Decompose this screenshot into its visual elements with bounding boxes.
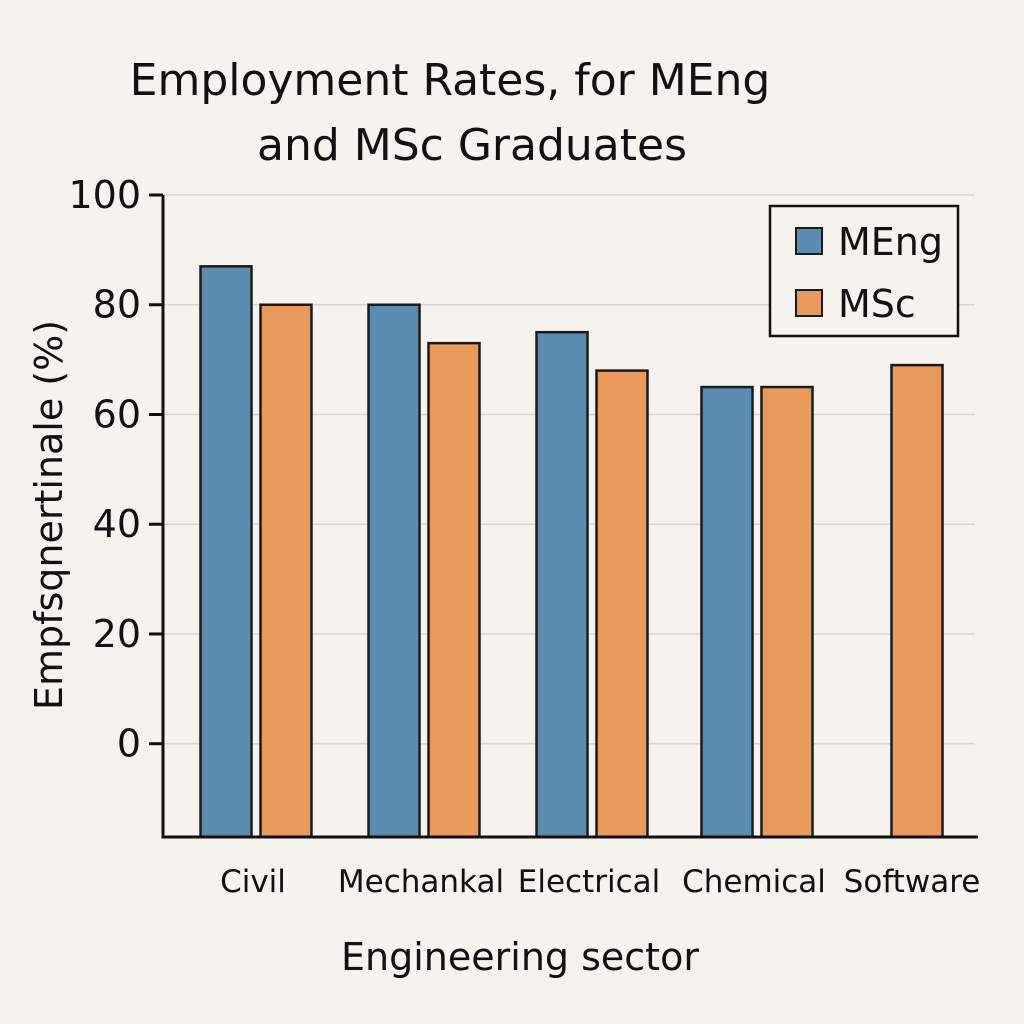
legend-swatch-meng <box>795 227 823 255</box>
bar-meng-civil <box>199 265 253 839</box>
y-tick-label: 20 <box>93 612 141 656</box>
y-tick-label: 60 <box>93 392 141 436</box>
axis-lines <box>161 195 978 839</box>
legend-label-msc: MSc <box>838 282 916 326</box>
y-axis-label: Empfsqnertinale (%) <box>27 320 71 710</box>
bar-msc-mechankal <box>427 341 481 839</box>
bar-msc-software <box>890 363 944 839</box>
chart-title-line-1: Employment Rates, for MEng <box>130 55 771 106</box>
axes <box>161 195 978 839</box>
x-tick-labels: Civil Mechankal Electrical Chemical Software <box>220 864 980 900</box>
bars <box>199 265 944 839</box>
bar-msc-civil <box>259 303 313 839</box>
x-tick-label: Chemical <box>682 864 826 900</box>
x-tick-label: Mechankal <box>338 864 504 900</box>
bar-msc-chemical <box>760 385 814 839</box>
legend: MEng MSc <box>768 204 960 338</box>
y-tick-labels: 0 20 40 60 80 100 <box>68 173 163 766</box>
chart-title-line-2: and MSc Graduates <box>257 120 687 171</box>
x-axis-label: Engineering sector <box>341 935 699 979</box>
legend-swatch-msc <box>795 289 823 317</box>
bar-meng-chemical <box>700 385 754 839</box>
x-tick-label: Civil <box>220 864 286 900</box>
y-tick-label: 100 <box>68 173 141 217</box>
bar-msc-electrical <box>595 369 649 839</box>
bar-meng-mechankal <box>367 303 421 839</box>
legend-label-meng: MEng <box>838 220 943 264</box>
y-tick-label: 0 <box>117 722 141 766</box>
bar-meng-electrical <box>535 330 589 839</box>
chart-title: Employment Rates, for MEng and MSc Gradu… <box>130 55 771 171</box>
x-tick-label: Electrical <box>518 864 660 900</box>
y-tick-label: 80 <box>93 283 141 327</box>
y-tick-label: 40 <box>93 502 141 546</box>
x-tick-label: Software <box>844 864 981 900</box>
